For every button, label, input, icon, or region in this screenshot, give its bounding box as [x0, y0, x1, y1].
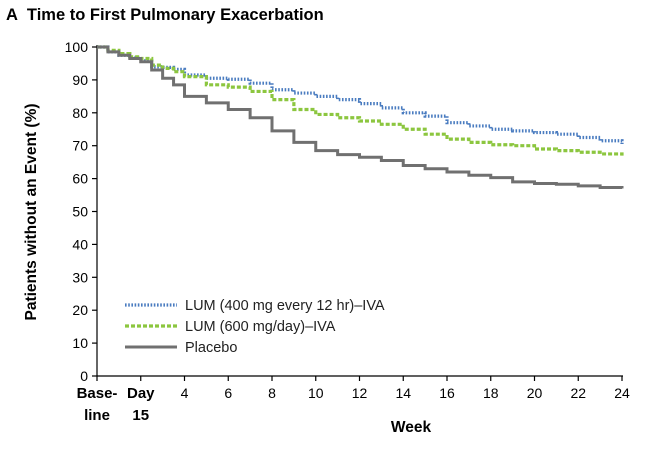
series-line-2 — [97, 45, 624, 156]
legend-label-1: LUM (400 mg every 12 hr)–IVA — [185, 298, 385, 314]
y-axis: 0 10 20 30 40 50 60 70 80 90 100 — [65, 39, 98, 384]
x-axis: Base-line Day 15 4 6 8 10 12 14 16 18 20 22 24 — [77, 375, 630, 424]
y-tick-label: 70 — [72, 138, 88, 154]
legend-label-3: Placebo — [185, 340, 237, 356]
series-line-3 — [97, 45, 624, 189]
y-axis-title: Patients without an Event (%) — [23, 103, 40, 320]
panel-title: A Time to First Pulmonary Exacerbation — [6, 6, 324, 25]
x-tick-label: 4 — [181, 385, 189, 401]
y-tick-label: 50 — [72, 204, 88, 220]
y-tick-label: 30 — [72, 269, 88, 285]
chart-title: Time to First Pulmonary Exacerbation — [26, 6, 324, 24]
y-tick-label: 40 — [72, 236, 88, 252]
legend-label-2: LUM (600 mg/day)–IVA — [185, 319, 336, 335]
x-tick-label: 18 — [483, 385, 499, 401]
x-axis-title: Week — [391, 419, 432, 436]
y-tick-label: 60 — [72, 171, 88, 187]
x-tick-label: 14 — [395, 385, 411, 401]
legend: LUM (400 mg every 12 hr)–IVA LUM (600 mg/… — [125, 298, 385, 356]
y-tick-label: 90 — [72, 72, 88, 88]
series-line-1 — [97, 45, 624, 145]
x-tick-label: 24 — [614, 385, 630, 401]
x-tick-label-line2: 15 — [132, 407, 149, 424]
x-tick-label: 8 — [268, 385, 276, 401]
x-tick-label: 12 — [352, 385, 368, 401]
x-tick-label: 20 — [527, 385, 543, 401]
x-tick-label: 10 — [308, 385, 324, 401]
x-tick-label: Day — [127, 385, 155, 402]
y-tick-label: 10 — [72, 335, 88, 351]
y-tick-label: 20 — [72, 302, 88, 318]
panel-letter: A — [6, 6, 18, 24]
x-tick-label-line2: line — [84, 407, 110, 424]
y-tick-label: 0 — [80, 368, 88, 384]
x-tick-label: 6 — [224, 385, 232, 401]
x-tick-label: Base- — [77, 385, 118, 402]
x-tick-label: 22 — [570, 385, 586, 401]
y-tick-label: 100 — [65, 39, 89, 55]
plot-series — [97, 45, 624, 189]
x-tick-label: 16 — [439, 385, 455, 401]
y-tick-label: 80 — [72, 105, 88, 121]
